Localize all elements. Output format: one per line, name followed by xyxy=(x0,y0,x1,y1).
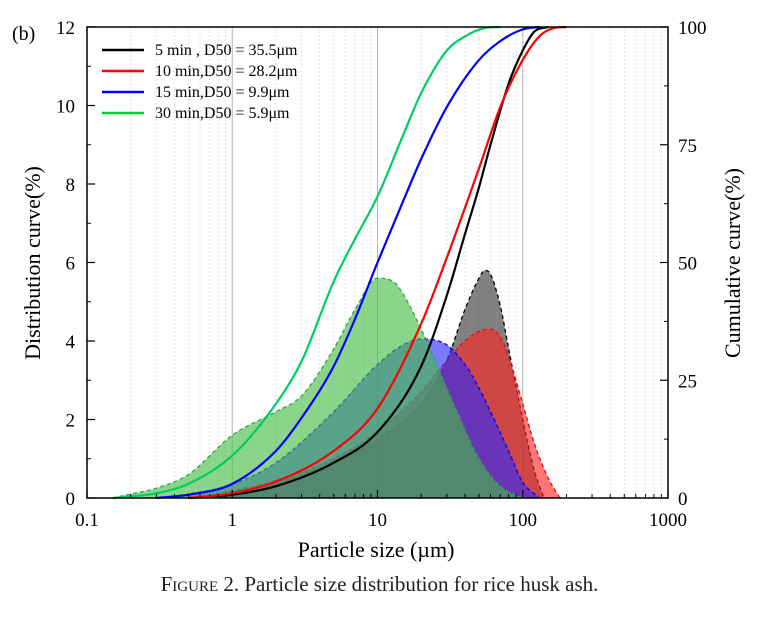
figure-caption: Figure 2. Particle size distribution for… xyxy=(0,572,759,597)
y-left-tick-label: 8 xyxy=(66,175,76,196)
y-left-tick-label: 10 xyxy=(56,97,75,118)
legend-label-4: 30 min,D50 = 5.9μm xyxy=(155,105,290,122)
x-tick-label: 1 xyxy=(228,510,238,531)
legend-label-3: 15 min,D50 = 9.9μm xyxy=(155,84,290,101)
panel-label: (b) xyxy=(12,23,35,45)
y-right-axis-title: Cumulative curve(%) xyxy=(720,168,745,358)
x-tick-label: 100 xyxy=(509,510,538,531)
y-right-tick-label: 100 xyxy=(678,18,707,39)
distribution-area-4 xyxy=(112,278,523,498)
y-left-axis-title: Distribution curve(%) xyxy=(20,166,45,360)
x-tick-label: 0.1 xyxy=(75,510,99,531)
distribution-outline-1 xyxy=(188,269,545,499)
cumulative-curve-4 xyxy=(112,25,501,500)
x-axis-title: Particle size (µm) xyxy=(298,537,455,562)
y-left-tick-label: 6 xyxy=(66,254,76,275)
distribution-outline-4 xyxy=(112,277,524,499)
y-right-tick-label: 50 xyxy=(678,254,697,275)
legend-label-2: 10 min,D50 = 28.2μm xyxy=(155,63,298,80)
y-right-tick-label: 25 xyxy=(678,371,697,392)
cumulative-curve-1 xyxy=(188,25,549,500)
y-right-tick-label: 75 xyxy=(678,136,697,157)
x-tick-label: 10 xyxy=(368,510,387,531)
y-left-tick-label: 4 xyxy=(66,332,76,353)
legend: 5 min , D50 = 35.5μm 10 min,D50 = 28.2μm 1… xyxy=(102,42,298,122)
distribution-areas xyxy=(112,269,561,499)
y-left-tick-label: 0 xyxy=(66,489,76,510)
y-left-tick-label: 2 xyxy=(66,411,76,432)
caption-prefix: Figure xyxy=(160,572,219,596)
y-right-tick-label: 0 xyxy=(678,489,688,510)
legend-label-1: 5 min , D50 = 35.5μm xyxy=(155,42,298,59)
cumulative-curves xyxy=(112,25,567,500)
cumulative-curve-2 xyxy=(188,25,567,500)
y-left-tick-label: 12 xyxy=(56,18,75,39)
cumulative-curve-3 xyxy=(156,25,540,500)
x-tick-label: 1000 xyxy=(649,510,687,531)
caption-text: 2. Particle size distribution for rice h… xyxy=(218,572,599,596)
